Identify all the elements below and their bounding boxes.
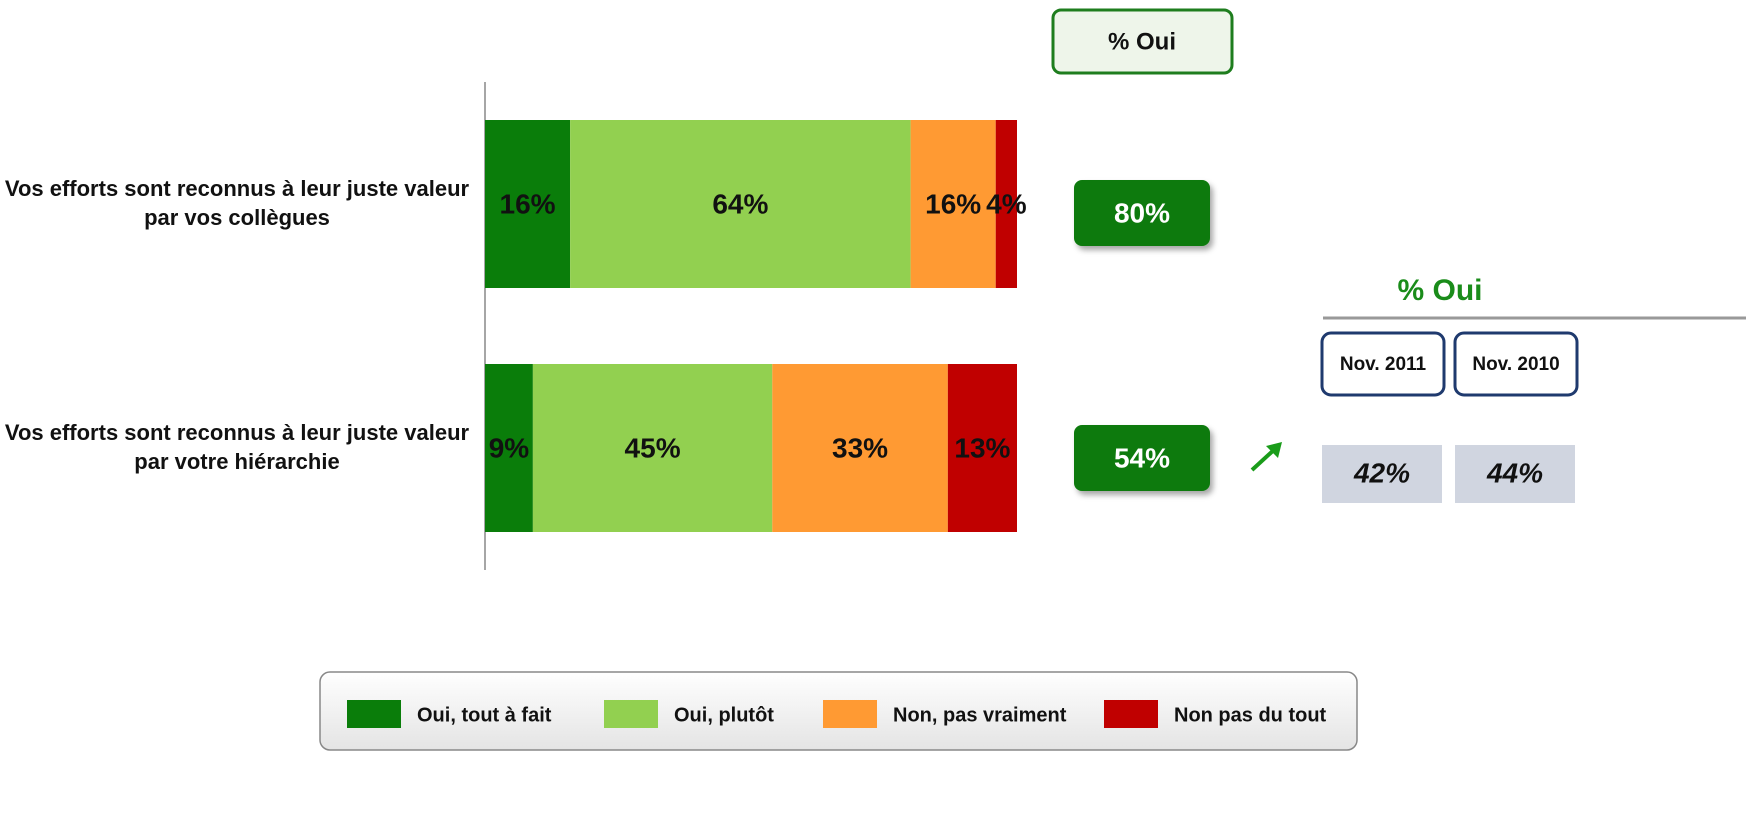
trend-arrow bbox=[1250, 442, 1282, 472]
comparison-cell bbox=[1322, 445, 1442, 503]
comparison-cell bbox=[1455, 445, 1575, 503]
bar-segment bbox=[772, 364, 948, 532]
legend-swatch bbox=[347, 700, 401, 728]
legend-label: Non, pas vraiment bbox=[893, 704, 1067, 726]
value-label: 4% bbox=[986, 188, 1027, 219]
legend-label: Oui, plutôt bbox=[674, 704, 774, 726]
legend-swatch bbox=[823, 700, 877, 728]
bar-segment bbox=[947, 364, 1017, 532]
bar-segment bbox=[570, 120, 911, 288]
value-label: 16% bbox=[500, 188, 556, 219]
oui-header-box bbox=[1051, 8, 1234, 75]
comparison-value: 42% bbox=[1353, 457, 1410, 488]
legend-label: Non pas du tout bbox=[1174, 704, 1327, 726]
oui-value: 54% bbox=[1114, 442, 1170, 473]
value-label: 45% bbox=[625, 432, 681, 463]
oui-header: % Oui bbox=[1108, 28, 1176, 55]
comparison-title: % Oui bbox=[1397, 274, 1482, 307]
comparison-header: Nov. 2011 bbox=[1340, 354, 1427, 375]
oui-box bbox=[1074, 425, 1210, 491]
category-label: Vos efforts sont reconnus à leur juste v… bbox=[4, 420, 470, 474]
oui-box bbox=[1074, 180, 1210, 246]
legend-swatch bbox=[1104, 700, 1158, 728]
comparison-header: Nov. 2010 bbox=[1472, 354, 1559, 375]
value-label: 64% bbox=[712, 188, 768, 219]
value-label: 33% bbox=[832, 432, 888, 463]
bar-segment bbox=[485, 364, 533, 532]
comparison-value: 44% bbox=[1486, 457, 1543, 488]
oui-value: 80% bbox=[1114, 197, 1170, 228]
bar-segment bbox=[995, 120, 1017, 288]
bar-segment bbox=[532, 364, 773, 532]
bar-segment bbox=[485, 120, 571, 288]
legend-swatch bbox=[604, 700, 658, 728]
value-label: 16% bbox=[925, 188, 981, 219]
value-label: 13% bbox=[954, 432, 1010, 463]
bar-segment bbox=[910, 120, 996, 288]
value-label: 9% bbox=[489, 432, 530, 463]
category-label: Vos efforts sont reconnus à leur juste v… bbox=[4, 176, 470, 230]
legend-label: Oui, tout à fait bbox=[417, 704, 552, 726]
comparison-header-box bbox=[1453, 331, 1579, 397]
comparison-header-box bbox=[1320, 331, 1446, 397]
